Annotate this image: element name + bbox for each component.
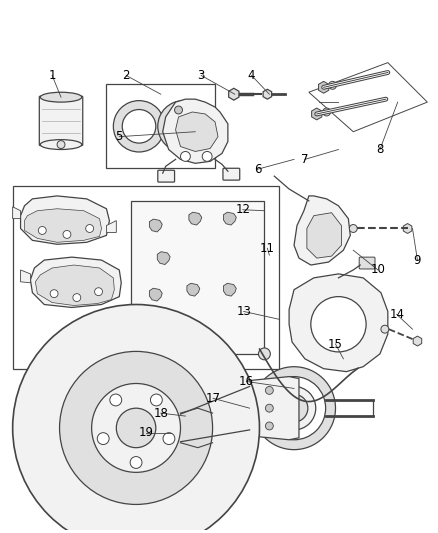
Circle shape [151,394,162,406]
Circle shape [38,227,46,235]
Text: 2: 2 [123,69,130,82]
Text: 13: 13 [236,305,251,318]
Polygon shape [307,213,342,258]
Text: 5: 5 [116,130,123,143]
Circle shape [57,141,65,149]
Circle shape [73,294,81,302]
Polygon shape [309,62,427,132]
Text: 9: 9 [414,254,421,266]
Circle shape [280,394,308,422]
Circle shape [50,290,58,297]
Polygon shape [176,112,218,151]
Circle shape [63,230,71,238]
Circle shape [117,408,156,448]
Polygon shape [21,196,110,244]
Polygon shape [223,212,236,225]
FancyBboxPatch shape [359,257,375,269]
Polygon shape [13,207,21,219]
Polygon shape [294,196,350,265]
Polygon shape [187,283,200,296]
Polygon shape [149,219,162,232]
FancyBboxPatch shape [223,168,240,180]
Text: 4: 4 [248,69,255,82]
Circle shape [258,348,270,360]
Text: 16: 16 [239,375,254,388]
Polygon shape [157,252,170,264]
Circle shape [130,457,142,469]
Text: 18: 18 [153,407,168,419]
Text: 14: 14 [389,308,404,321]
Circle shape [328,82,336,89]
Polygon shape [250,377,299,440]
Polygon shape [25,209,102,243]
Polygon shape [106,221,117,232]
Circle shape [265,404,273,412]
Circle shape [175,106,183,114]
Polygon shape [189,212,202,225]
Text: 15: 15 [328,337,343,351]
Bar [131,201,265,354]
Circle shape [60,351,212,504]
Text: 3: 3 [198,69,205,82]
Polygon shape [35,265,114,305]
Text: 11: 11 [260,242,275,255]
Polygon shape [149,288,162,301]
FancyBboxPatch shape [39,96,83,146]
FancyBboxPatch shape [158,170,175,182]
Bar [106,84,215,168]
Circle shape [272,386,316,430]
Polygon shape [163,99,228,163]
Circle shape [163,433,175,445]
Text: 8: 8 [376,143,384,156]
Bar [13,186,279,369]
Polygon shape [30,257,121,308]
Circle shape [265,386,273,394]
Circle shape [202,151,212,161]
Circle shape [110,394,122,406]
Polygon shape [21,270,30,283]
Circle shape [95,288,102,296]
Circle shape [13,304,259,533]
Circle shape [311,296,366,352]
Circle shape [323,108,331,116]
Text: 6: 6 [254,163,261,176]
Polygon shape [159,328,172,341]
Text: 19: 19 [138,426,153,439]
Ellipse shape [40,140,82,149]
Circle shape [180,151,191,161]
Circle shape [97,433,109,445]
Circle shape [381,325,389,333]
Circle shape [92,384,180,472]
Text: 1: 1 [48,69,56,82]
Circle shape [265,422,273,430]
Polygon shape [223,283,236,296]
Text: 12: 12 [235,203,250,216]
Text: 17: 17 [205,392,221,405]
Text: 10: 10 [371,263,385,277]
Text: 7: 7 [301,153,309,166]
Circle shape [86,224,94,232]
Circle shape [350,224,357,232]
Polygon shape [289,274,388,372]
Ellipse shape [40,92,82,102]
